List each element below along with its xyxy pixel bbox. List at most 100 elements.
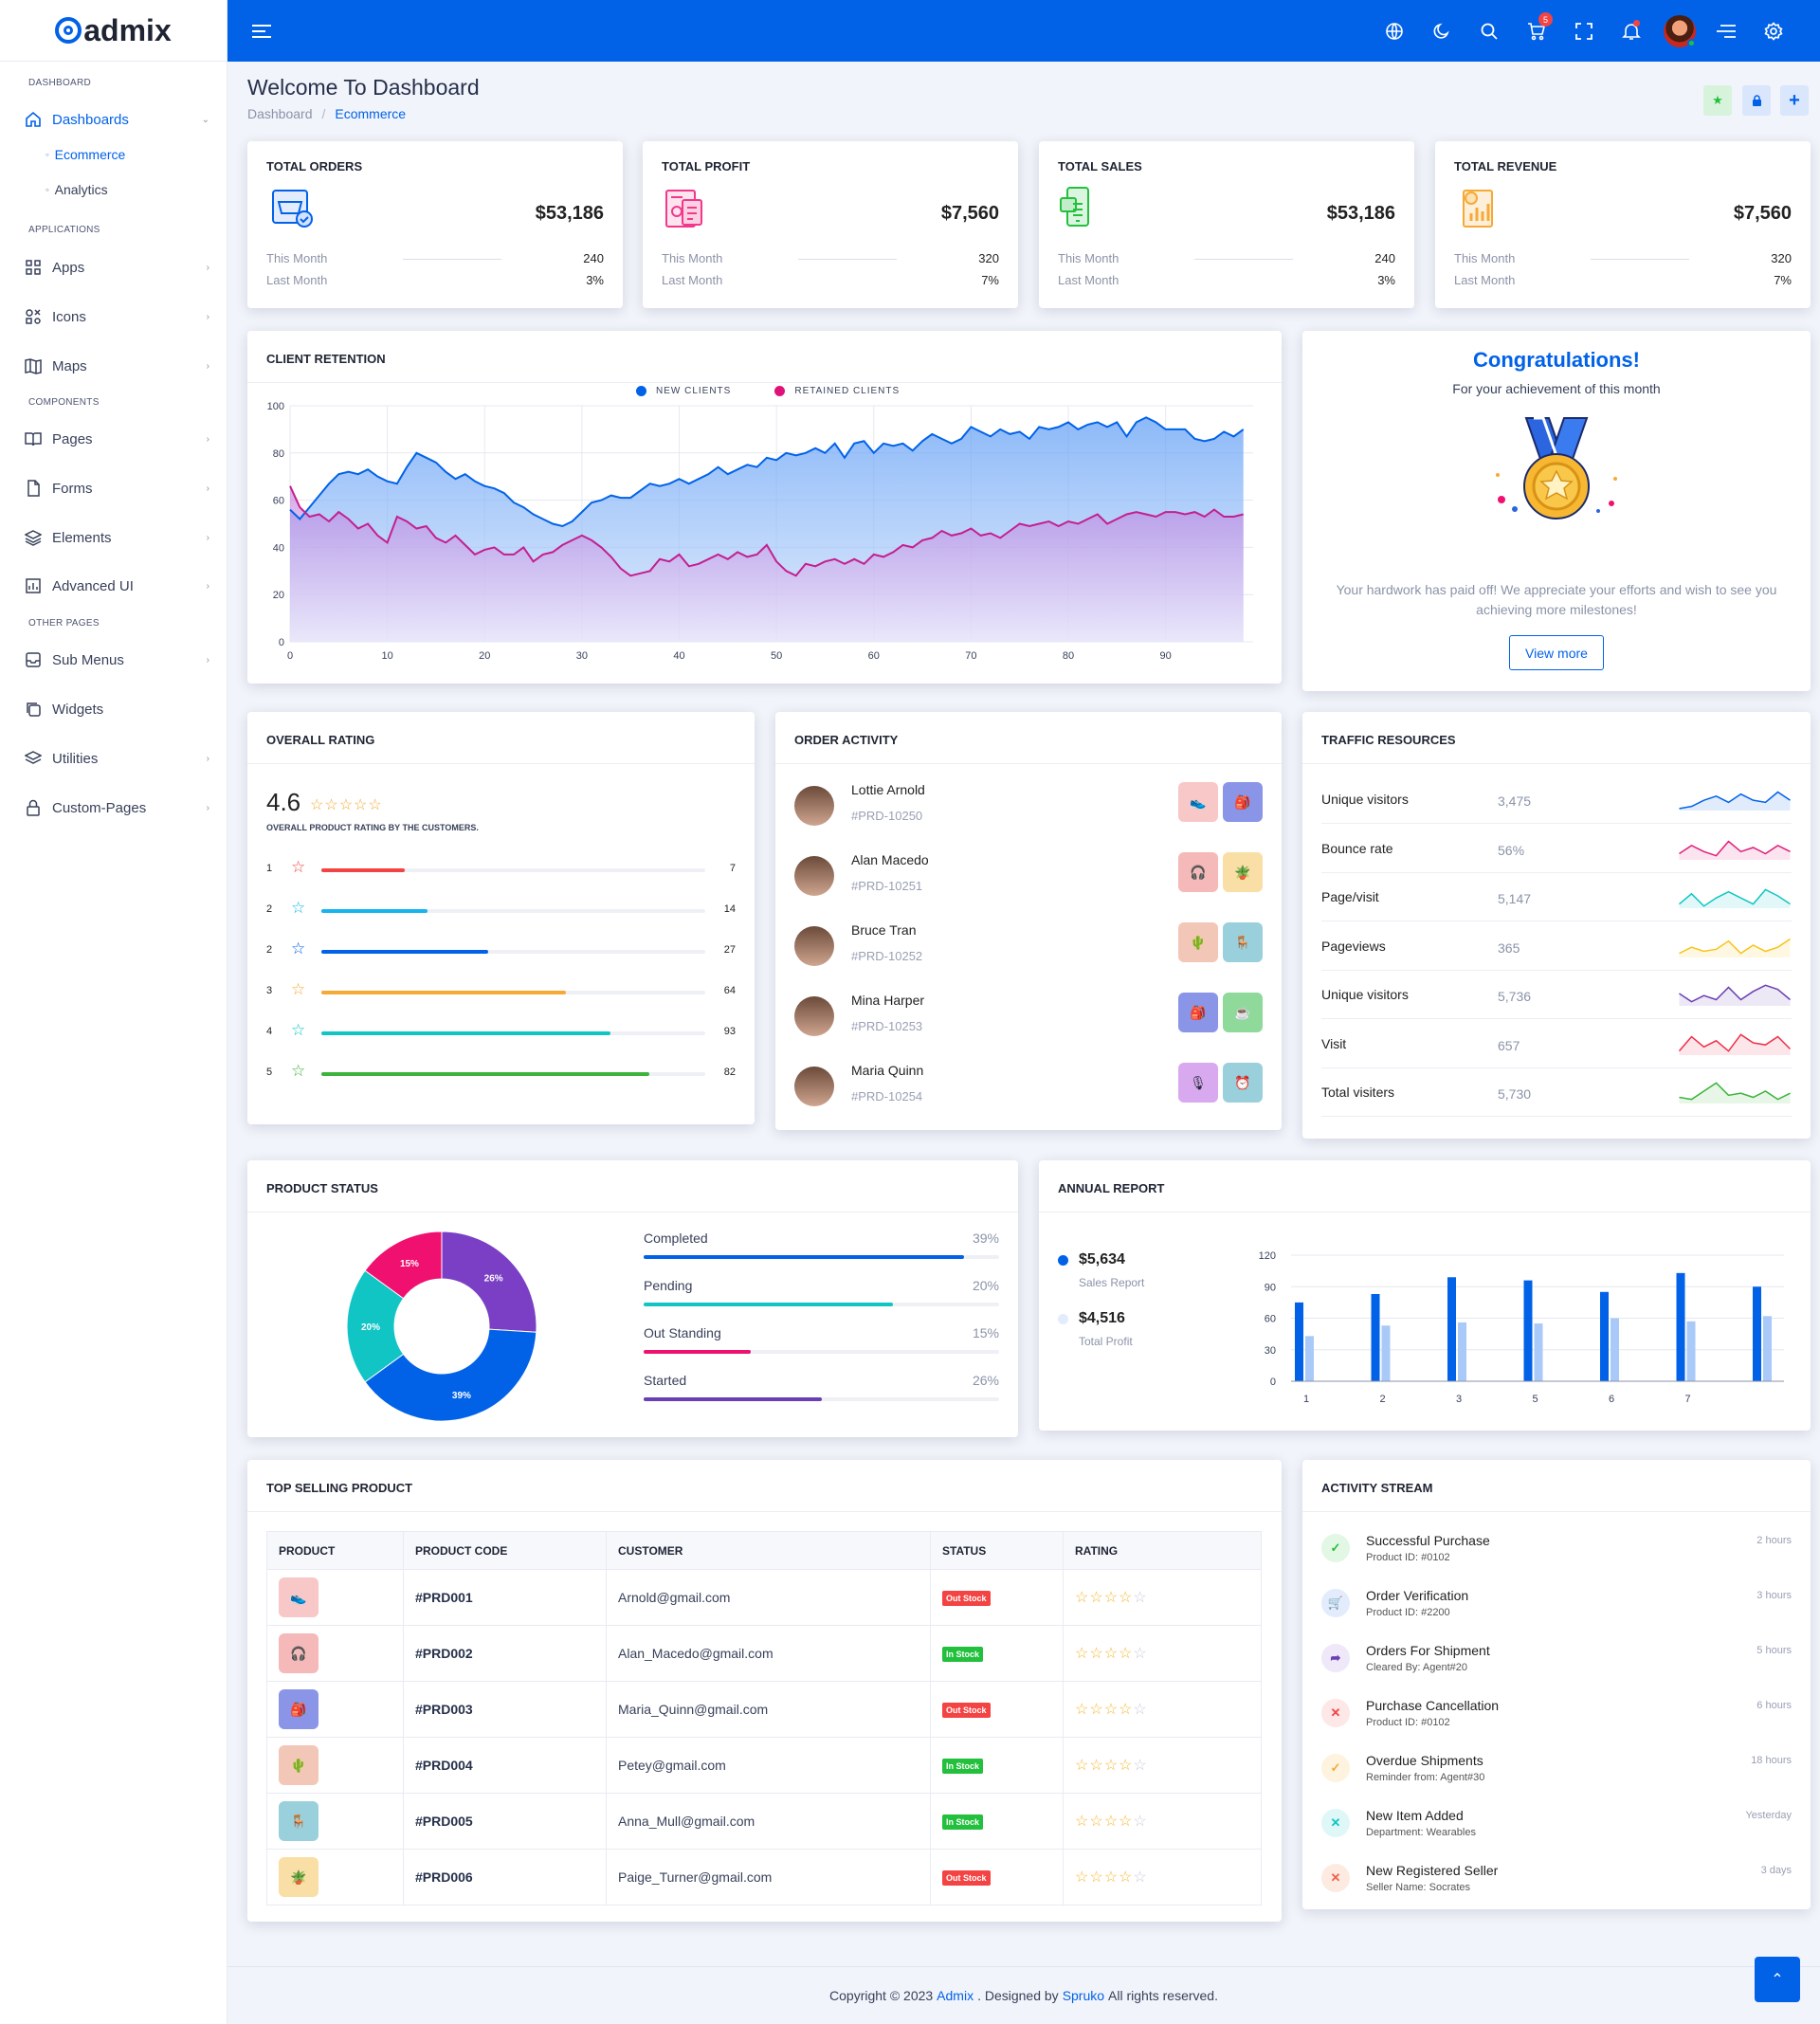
- table-row[interactable]: 🌵 #PRD004 Petey@gmail.com In Stock ☆☆☆☆☆: [266, 1737, 1262, 1794]
- table-row[interactable]: 🪑 #PRD005 Anna_Mull@gmail.com In Stock ☆☆☆☆☆: [266, 1793, 1262, 1850]
- order-code: #PRD-10251: [851, 879, 923, 893]
- section-label: OTHER PAGES: [28, 618, 100, 629]
- brand-logo[interactable]: admix: [0, 0, 227, 62]
- order-item[interactable]: Mina Harper #PRD-10253 🎒 ☕: [794, 989, 1263, 1059]
- plus-icon: +: [1789, 89, 1800, 111]
- order-item[interactable]: Bruce Tran #PRD-10252 🌵 🪑: [794, 919, 1263, 989]
- search-icon[interactable]: [1478, 20, 1501, 43]
- footer-brand-link[interactable]: Admix: [937, 1988, 974, 2003]
- traffic-row: Total visiters 5,730: [1321, 1067, 1792, 1117]
- sidebar-item-forms[interactable]: Forms ›: [23, 477, 209, 500]
- order-activity-card: ORDER ACTIVITY Lottie Arnold #PRD-10250 👟 🎒…: [775, 712, 1282, 1130]
- globe-icon[interactable]: [1383, 20, 1406, 43]
- y-tick-label: 80: [273, 448, 284, 460]
- sidebar-item-icons[interactable]: Icons ›: [23, 305, 209, 328]
- activity-icon: ✕: [1321, 1809, 1350, 1837]
- sidebar-item-pages[interactable]: Pages ›: [23, 428, 209, 450]
- status-label: Out Standing: [644, 1325, 721, 1340]
- activity-item[interactable]: ✓ Overdue Shipments Reminder from: Agent#3…: [1321, 1749, 1792, 1804]
- pie-slice-label: 20%: [361, 1322, 380, 1333]
- product-status-row: Out Standing 15%: [644, 1325, 999, 1373]
- activity-icon: ✓: [1321, 1534, 1350, 1562]
- table-row[interactable]: 🪴 #PRD006 Paige_Turner@gmail.com Out Stock ☆…: [266, 1849, 1262, 1905]
- sidebar-subitem-analytics[interactable]: Analytics: [46, 182, 108, 197]
- fullscreen-icon[interactable]: [1573, 20, 1595, 43]
- footer-designer-link[interactable]: Spruko: [1062, 1988, 1105, 2003]
- status-cell: Out Stock: [930, 1849, 1064, 1905]
- table-header[interactable]: PRODUCT CODE: [403, 1531, 607, 1570]
- sidebar-right-icon[interactable]: [1715, 20, 1738, 43]
- lock-button[interactable]: [1742, 85, 1771, 116]
- sidebar-item-sub-menus[interactable]: Sub Menus ›: [23, 648, 209, 671]
- table-header[interactable]: STATUS: [930, 1531, 1064, 1570]
- sidebar-item-apps[interactable]: Apps ›: [23, 256, 209, 279]
- table-header[interactable]: PRODUCT: [266, 1531, 404, 1570]
- rating-caption: OVERALL PRODUCT RATING BY THE CUSTOMERS.: [266, 823, 479, 832]
- sidebar-item-widgets[interactable]: Widgets: [23, 698, 209, 720]
- x-tick-label: 1: [1303, 1394, 1309, 1405]
- gear-icon[interactable]: [1762, 20, 1785, 43]
- footer-text: . Designed by: [977, 1988, 1059, 2003]
- star-button[interactable]: ★: [1703, 85, 1732, 116]
- notification-bell-icon[interactable]: [1620, 20, 1643, 43]
- sidebar-item-advanced-ui[interactable]: Advanced UI ›: [23, 574, 209, 597]
- table-row[interactable]: 🎒 #PRD003 Maria_Quinn@gmail.com Out Stock ☆☆…: [266, 1681, 1262, 1738]
- rating-bar-fill: [321, 1031, 611, 1035]
- status-percent: 26%: [972, 1373, 999, 1388]
- cart-icon[interactable]: 5: [1525, 12, 1553, 43]
- cart-count-badge: 5: [1538, 12, 1553, 27]
- product-thumbnail: 🪑: [1223, 922, 1263, 962]
- table-row[interactable]: 🎧 #PRD002 Alan_Macedo@gmail.com In Stock ☆☆☆…: [266, 1625, 1262, 1682]
- activity-item[interactable]: 🛒 Order Verification Product ID: #2200 3 ho…: [1321, 1584, 1792, 1639]
- stat-number: 320: [978, 251, 999, 265]
- sidebar-item-elements[interactable]: Elements ›: [23, 526, 209, 549]
- rating-cell: ☆☆☆☆☆: [1063, 1569, 1262, 1626]
- rating-stars: ☆☆☆☆☆: [1075, 1758, 1148, 1774]
- order-item[interactable]: Alan Macedo #PRD-10251 🎧 🪴: [794, 848, 1263, 919]
- table-header[interactable]: RATING: [1063, 1531, 1262, 1570]
- activity-item[interactable]: ➦ Orders For Shipment Cleared By: Agent#20…: [1321, 1639, 1792, 1694]
- x-tick-label: 40: [673, 650, 684, 662]
- congrats-text: Your hardwork has paid off! We appreciat…: [1336, 582, 1777, 617]
- section-label: COMPONENTS: [28, 397, 100, 408]
- table-header[interactable]: CUSTOMER: [606, 1531, 931, 1570]
- revenue-report-icon: [1463, 190, 1493, 228]
- congrats-title: Congratulations!: [1473, 348, 1640, 372]
- sidebar-item-maps[interactable]: Maps ›: [23, 355, 209, 377]
- top-selling-table: PRODUCT PRODUCT CODE CUSTOMER STATUS RATING …: [266, 1531, 1262, 1905]
- rating-count: 82: [723, 1067, 736, 1078]
- legend-swatch: [636, 386, 646, 396]
- legend-label: NEW CLIENTS: [656, 386, 732, 396]
- product-code: #PRD003: [403, 1681, 607, 1738]
- menu-toggle-icon[interactable]: [250, 20, 273, 43]
- breadcrumb-home[interactable]: Dashboard: [247, 106, 313, 121]
- sidebar-item-utilities[interactable]: Utilities ›: [23, 747, 209, 770]
- pie-slice-started: [441, 1231, 537, 1333]
- add-button[interactable]: +: [1780, 85, 1809, 116]
- status-bar-track: [644, 1350, 999, 1354]
- order-item[interactable]: Lottie Arnold #PRD-10250 👟 🎒: [794, 778, 1263, 848]
- activity-item[interactable]: ✕ New Item Added Department: Wearables Yest…: [1321, 1804, 1792, 1859]
- home-icon: [23, 110, 44, 129]
- bar-profit: [1763, 1316, 1772, 1381]
- sidebar-item-custom-pages[interactable]: Custom-Pages ›: [23, 796, 209, 819]
- x-tick-label: 6: [1609, 1394, 1614, 1405]
- view-more-button[interactable]: View more: [1509, 635, 1604, 670]
- product-thumbnail: 🎙: [1178, 1063, 1218, 1103]
- traffic-row: Bounce rate 56%: [1321, 824, 1792, 873]
- activity-item[interactable]: ✓ Successful Purchase Product ID: #0102 2 h…: [1321, 1529, 1792, 1584]
- activity-icon: ✓: [1321, 1754, 1350, 1782]
- sidebar-subitem-ecommerce[interactable]: Ecommerce: [46, 147, 126, 162]
- order-item[interactable]: Maria Quinn #PRD-10254 🎙 ⏰: [794, 1059, 1263, 1129]
- table-row[interactable]: 👟 #PRD001 Arnold@gmail.com Out Stock ☆☆☆☆☆: [266, 1569, 1262, 1626]
- activity-item[interactable]: ✕ New Registered Seller Seller Name: Socra…: [1321, 1859, 1792, 1914]
- stat-label: Last Month: [1058, 273, 1119, 287]
- activity-item[interactable]: ✕ Purchase Cancellation Product ID: #0102 6…: [1321, 1694, 1792, 1749]
- user-avatar[interactable]: [1664, 15, 1696, 47]
- avatar: [794, 856, 834, 896]
- moon-icon[interactable]: [1430, 20, 1453, 43]
- sidebar-item-dashboards[interactable]: Dashboards ⌄: [23, 108, 209, 131]
- legend-swatch: [1058, 1255, 1068, 1266]
- back-to-top-button[interactable]: ⌃: [1755, 1957, 1800, 2002]
- traffic-metric-value: 5,147: [1498, 891, 1532, 906]
